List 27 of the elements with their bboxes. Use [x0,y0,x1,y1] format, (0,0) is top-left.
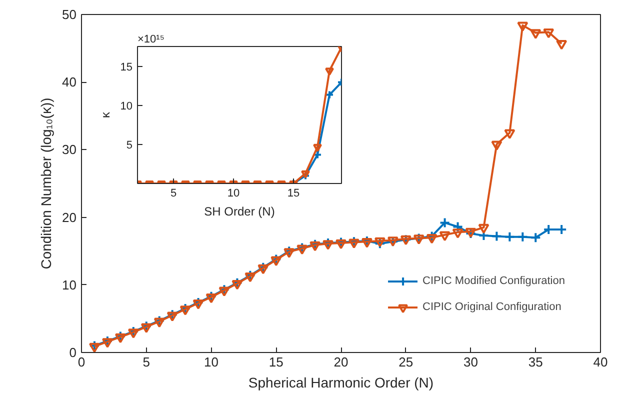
y-tick-label: 5 [126,140,133,152]
y-tick-label: 0 [69,345,77,360]
x-tick-label: 5 [142,354,150,370]
x-tick-label: 15 [287,188,300,200]
y-tick-label: 10 [120,100,133,113]
y-tick-label: 30 [62,142,77,158]
y-tick-label: 50 [62,7,77,22]
y-tick-label: 40 [62,74,77,90]
x-tick-label: 10 [204,354,218,370]
x-tick-label: 10 [227,188,240,200]
y-tick-label: 20 [62,210,77,225]
y-tick-label: 15 [120,62,133,74]
x-axis-title: SH Order (N) [204,204,275,218]
x-tick-label: 15 [268,354,284,370]
x-tick-label: 35 [528,354,543,370]
x-axis-title: Spherical Harmonic Order (N) [248,374,434,390]
legend-label: CIPIC Modified Configuration [422,275,565,287]
x-tick-label: 40 [593,354,608,370]
x-tick-label: 30 [464,354,478,370]
legend-label: CIPIC Original Configuration [422,301,562,313]
x-tick-label: 5 [170,188,177,200]
x-tick-label: 25 [398,354,414,370]
y-axis-title: Condition Number (log₁₀(κ)) [38,98,54,270]
annotation: ×10¹⁵ [138,34,164,46]
y-tick-label: 10 [62,277,77,292]
x-tick-label: 20 [334,354,348,370]
y-axis-title: κ [98,111,112,118]
